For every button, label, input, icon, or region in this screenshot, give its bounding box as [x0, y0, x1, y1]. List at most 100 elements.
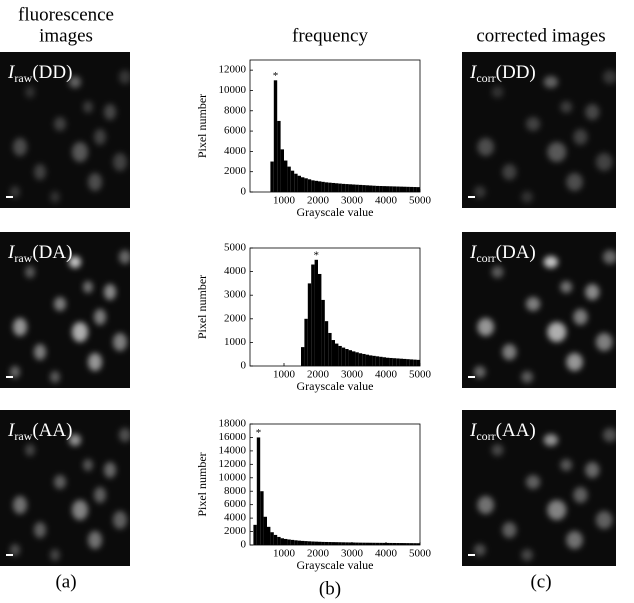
histogram-bar [399, 186, 403, 192]
cell [477, 496, 494, 514]
image-label-suffix: (DD) [32, 62, 72, 83]
cell [69, 434, 81, 446]
image-label-suffix: (DA) [32, 242, 72, 263]
image-label-subscript: corr [476, 251, 495, 265]
cell [104, 462, 116, 478]
histogram-bar [409, 543, 414, 545]
fluorescence-image: Icorr(DD) [462, 52, 618, 208]
cell [94, 487, 106, 503]
histogram-bar [267, 526, 271, 545]
cell [113, 333, 127, 351]
histogram-bar [382, 186, 386, 192]
panel-label: (a) [55, 571, 76, 592]
histogram-bar [369, 355, 373, 366]
image-background [462, 410, 616, 566]
histogram-bar [396, 186, 400, 192]
histogram-bar [372, 355, 376, 366]
x-tick-label: 4000 [375, 195, 398, 207]
cell [83, 101, 93, 113]
histogram-bar [352, 542, 356, 545]
y-tick-label: 2000 [224, 165, 247, 177]
histogram-bar [338, 542, 342, 545]
y-tick-label: 4000 [224, 512, 247, 524]
histogram-bar [392, 542, 397, 545]
cell [119, 250, 131, 264]
cell [602, 250, 618, 264]
column-header: frequency [292, 25, 368, 46]
histogram-bar [358, 542, 363, 545]
cell [491, 444, 504, 456]
cell [502, 164, 517, 180]
histogram-bar [318, 273, 322, 366]
histogram-bar [396, 358, 400, 366]
image-label-suffix: (DD) [496, 62, 536, 83]
histogram-bar [338, 345, 342, 366]
cell [521, 191, 534, 203]
image-label-subscript: raw [14, 71, 32, 85]
histogram-bar [331, 340, 335, 366]
histogram-bar [365, 185, 369, 192]
histogram-bar [270, 532, 274, 545]
image-label-symbol: I [469, 420, 478, 441]
cell [69, 76, 81, 88]
x-tick-label: 2000 [307, 548, 330, 560]
histogram-bar [324, 321, 329, 366]
histogram-bar [253, 524, 257, 545]
cell [560, 459, 573, 471]
cell [560, 281, 573, 293]
x-tick-label: 2000 [307, 195, 330, 207]
histogram-bar [362, 542, 366, 545]
histogram-bar [287, 539, 291, 545]
image-label-symbol: I [7, 62, 16, 83]
cell [573, 129, 588, 145]
image-background [0, 232, 130, 388]
histogram-bar [314, 180, 318, 192]
cell [34, 344, 46, 360]
cell [547, 322, 567, 342]
histogram-bar [345, 184, 349, 192]
histogram-bar [375, 356, 380, 366]
cell [119, 428, 131, 442]
cell [502, 522, 517, 538]
histogram-bar [392, 358, 397, 366]
column-header: images [39, 25, 93, 46]
cell [72, 322, 88, 342]
histogram-bar [307, 179, 312, 192]
image-label: Icorr(DA) [469, 242, 536, 264]
histogram-bar [399, 543, 403, 545]
cell [54, 475, 66, 489]
histogram-bar [406, 186, 410, 192]
y-tick-label: 0 [241, 539, 247, 551]
histogram-bar [409, 186, 414, 192]
histogram-bar [290, 170, 295, 192]
x-tick-label: 3000 [341, 548, 364, 560]
cell [602, 428, 618, 442]
image-label-suffix: (DA) [496, 242, 536, 263]
histogram-bar [307, 283, 312, 366]
histogram-bar [290, 539, 295, 545]
histogram-bar [311, 264, 315, 366]
histogram-bar [379, 542, 383, 545]
histogram-bar [311, 541, 315, 545]
cell [473, 186, 486, 198]
histogram-bar [386, 186, 390, 192]
cell [34, 164, 46, 180]
cell [502, 344, 517, 360]
cell [595, 511, 613, 529]
histogram-bar [396, 543, 400, 545]
cell [573, 487, 588, 503]
cell [585, 284, 600, 300]
fluorescence-image: Iraw(DA) [0, 232, 131, 388]
cell [525, 297, 541, 311]
cell [25, 444, 35, 456]
histogram-bar [352, 184, 356, 192]
histogram-bar [304, 318, 308, 366]
cell [10, 186, 20, 198]
image-label-suffix: (AA) [32, 420, 72, 441]
x-tick-label: 3000 [341, 195, 364, 207]
cell [491, 266, 504, 278]
x-tick-label: 5000 [409, 548, 432, 560]
cell [602, 70, 618, 84]
cell [547, 142, 567, 162]
histogram-bar [270, 161, 274, 192]
